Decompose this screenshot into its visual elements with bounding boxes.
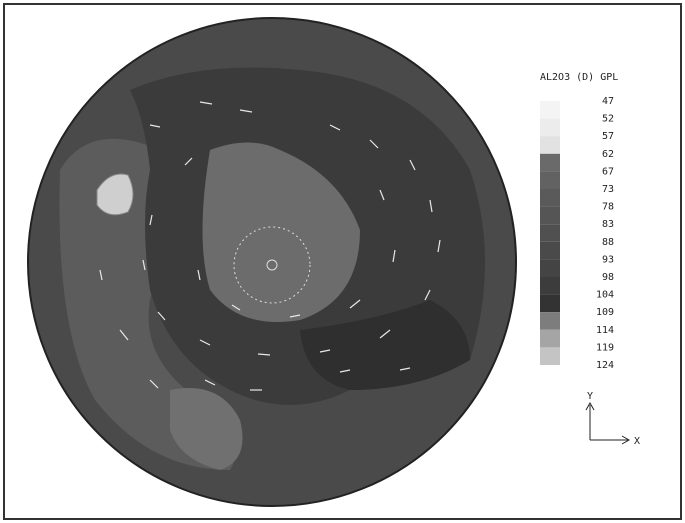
legend-label: 73: [602, 184, 614, 195]
legend-label: 83: [602, 219, 614, 230]
legend-swatch: [540, 136, 560, 154]
legend-label: 124: [596, 360, 614, 371]
legend-label: 109: [596, 307, 614, 318]
legend-label: 47: [602, 96, 614, 107]
legend-swatch: [540, 207, 560, 225]
figure: AL2O3 (D) GPL 47 52 57 62 67 73 78 83 88 93 98 104 1…: [0, 0, 685, 523]
legend-swatch: [540, 277, 560, 295]
legend-title: AL2O3 (D) GPL: [540, 72, 618, 83]
legend-label: 67: [602, 166, 614, 177]
legend-label: 93: [602, 254, 614, 265]
axis-label: Y: [587, 391, 593, 402]
legend-label: 52: [602, 114, 614, 125]
axis-label: X: [634, 436, 640, 447]
legend-swatch: [540, 347, 560, 365]
legend-swatch: [540, 330, 560, 348]
legend-label: 88: [602, 237, 614, 248]
legend-swatch: [540, 189, 560, 207]
legend-swatch: [540, 154, 560, 172]
legend-swatch: [540, 119, 560, 137]
legend-label: 57: [602, 131, 614, 142]
legend-label: 98: [602, 272, 614, 283]
legend-swatch: [540, 312, 560, 330]
legend-swatch: [540, 242, 560, 260]
legend-label: 104: [596, 290, 614, 301]
legend-swatch: [540, 259, 560, 277]
legend-label: 78: [602, 202, 614, 213]
legend-swatch: [540, 295, 560, 313]
legend-swatch: [540, 101, 560, 119]
legend-label: 62: [602, 149, 614, 160]
legend-swatch: [540, 224, 560, 242]
page: AL2O3 (D) GPL 47 52 57 62 67 73 78 83 88 93 98 104 1…: [0, 0, 685, 523]
legend-swatch: [540, 171, 560, 189]
legend-label: 119: [596, 342, 614, 353]
contour-plot: [28, 18, 516, 506]
legend-label: 114: [596, 325, 614, 336]
